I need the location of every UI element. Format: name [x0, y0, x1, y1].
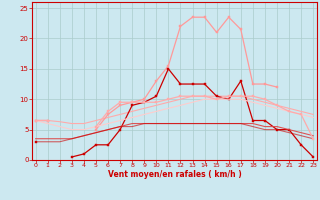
X-axis label: Vent moyen/en rafales ( km/h ): Vent moyen/en rafales ( km/h ) [108, 170, 241, 179]
